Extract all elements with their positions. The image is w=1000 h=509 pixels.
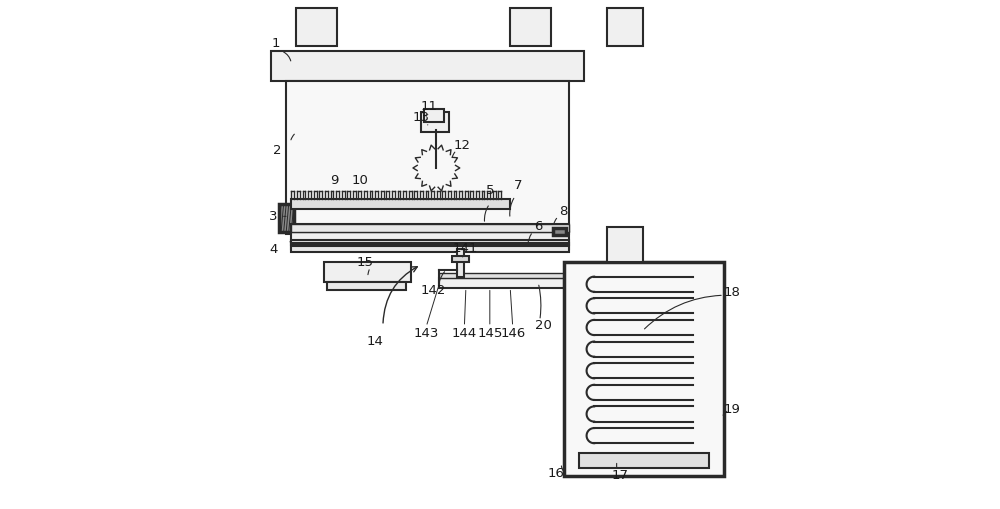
Bar xyxy=(279,204,294,232)
Text: 6: 6 xyxy=(534,220,542,233)
Text: 146: 146 xyxy=(500,327,525,340)
Circle shape xyxy=(532,280,537,286)
Bar xyxy=(271,51,584,81)
Text: 143: 143 xyxy=(414,327,439,340)
Text: 13: 13 xyxy=(413,110,430,124)
Bar xyxy=(291,224,569,232)
Bar xyxy=(421,112,449,132)
Text: 9: 9 xyxy=(330,174,339,187)
Text: 2: 2 xyxy=(273,144,282,157)
Text: 141: 141 xyxy=(453,242,478,255)
Bar xyxy=(424,109,444,122)
Bar xyxy=(607,227,643,262)
Circle shape xyxy=(495,280,500,286)
Circle shape xyxy=(513,280,518,286)
Bar xyxy=(327,282,406,290)
Bar xyxy=(291,240,569,244)
Text: 10: 10 xyxy=(352,174,368,187)
Text: 17: 17 xyxy=(611,469,628,483)
Text: 1: 1 xyxy=(272,37,280,50)
Text: 16: 16 xyxy=(548,467,564,480)
Bar xyxy=(457,249,464,277)
Bar xyxy=(291,232,569,249)
Bar xyxy=(291,246,569,252)
Circle shape xyxy=(541,280,546,286)
Text: 5: 5 xyxy=(486,184,494,197)
Bar xyxy=(291,199,510,209)
Bar xyxy=(452,256,469,262)
Text: 12: 12 xyxy=(453,138,470,152)
Text: 19: 19 xyxy=(723,403,740,416)
Text: 145: 145 xyxy=(477,327,503,340)
Bar xyxy=(296,8,337,46)
Text: 11: 11 xyxy=(420,100,437,114)
Bar xyxy=(324,262,411,282)
Text: 18: 18 xyxy=(723,286,740,299)
Bar xyxy=(439,273,564,278)
Circle shape xyxy=(522,280,527,286)
Text: 144: 144 xyxy=(452,327,477,340)
Bar xyxy=(439,278,564,288)
Text: 4: 4 xyxy=(269,243,278,256)
Text: 142: 142 xyxy=(420,284,445,297)
Bar xyxy=(579,453,709,468)
Circle shape xyxy=(434,165,439,171)
Text: 14: 14 xyxy=(367,334,384,348)
Bar xyxy=(291,224,569,232)
Bar xyxy=(607,8,643,46)
Bar xyxy=(510,8,551,46)
Bar xyxy=(286,81,569,234)
Bar xyxy=(553,228,566,235)
Text: 8: 8 xyxy=(559,205,568,218)
Bar xyxy=(564,262,724,476)
Circle shape xyxy=(504,280,509,286)
Text: 7: 7 xyxy=(514,179,522,192)
Text: 20: 20 xyxy=(535,319,552,332)
Text: 3: 3 xyxy=(269,210,278,223)
Text: 15: 15 xyxy=(357,256,374,269)
Bar xyxy=(291,243,569,245)
